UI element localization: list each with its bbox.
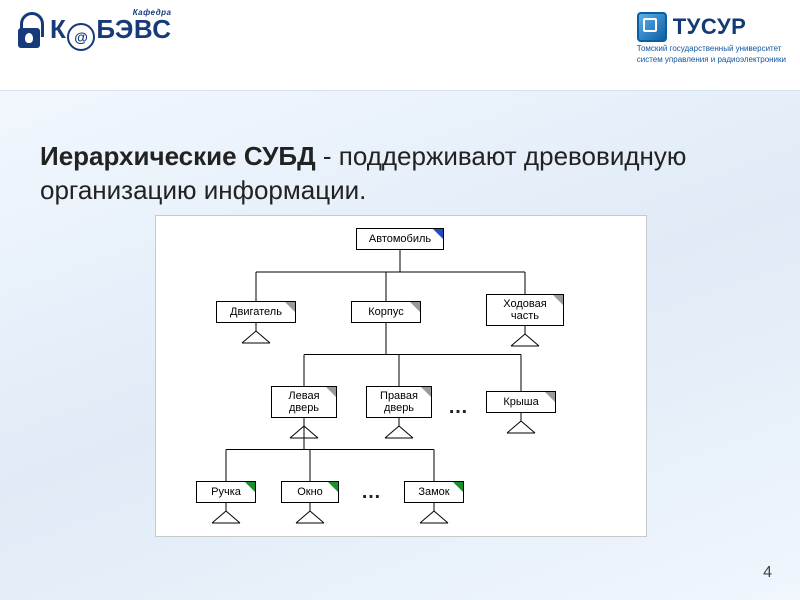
ellipsis: … — [361, 481, 381, 504]
node-handle: Ручка — [196, 481, 256, 503]
node-ldoor: Левая дверь — [271, 386, 337, 418]
slide: К @ БЭВС Кафедра ТУСУР Томский государст… — [0, 0, 800, 600]
node-rdoor: Правая дверь — [366, 386, 432, 418]
lock-icon — [14, 10, 44, 50]
logo-rest: БЭВС — [96, 14, 171, 45]
top-bar: К @ БЭВС Кафедра ТУСУР Томский государст… — [0, 0, 800, 91]
logo-right: ТУСУР Томский государственный университе… — [637, 12, 786, 64]
kafedra-label: Кафедра — [133, 8, 172, 17]
logo-left-text: К @ БЭВС Кафедра — [50, 14, 171, 47]
tree-diagram: Автомобиль Двигатель Корпус Ходовая часть Ле… — [155, 215, 647, 537]
node-lock: Замок — [404, 481, 464, 503]
node-roof: Крыша — [486, 391, 556, 413]
tusur-sub1: Томский государственный университет — [637, 44, 786, 53]
tusur-sub2: систем управления и радиоэлектроники — [637, 55, 786, 64]
slide-heading: Иерархические СУБД - поддерживают древов… — [40, 140, 760, 208]
heading-bold: Иерархические СУБД — [40, 141, 316, 171]
page-number: 4 — [763, 564, 772, 582]
node-window: Окно — [281, 481, 339, 503]
tusur-icon — [637, 12, 667, 42]
logo-left: К @ БЭВС Кафедра — [14, 10, 171, 50]
logo-k: К — [50, 14, 66, 45]
at-icon: @ — [67, 23, 95, 51]
node-body: Корпус — [351, 301, 421, 323]
node-eng: Двигатель — [216, 301, 296, 323]
node-root: Автомобиль — [356, 228, 444, 250]
ellipsis: … — [448, 396, 468, 419]
tusur-text: ТУСУР — [673, 14, 747, 40]
node-chassis: Ходовая часть — [486, 294, 564, 326]
